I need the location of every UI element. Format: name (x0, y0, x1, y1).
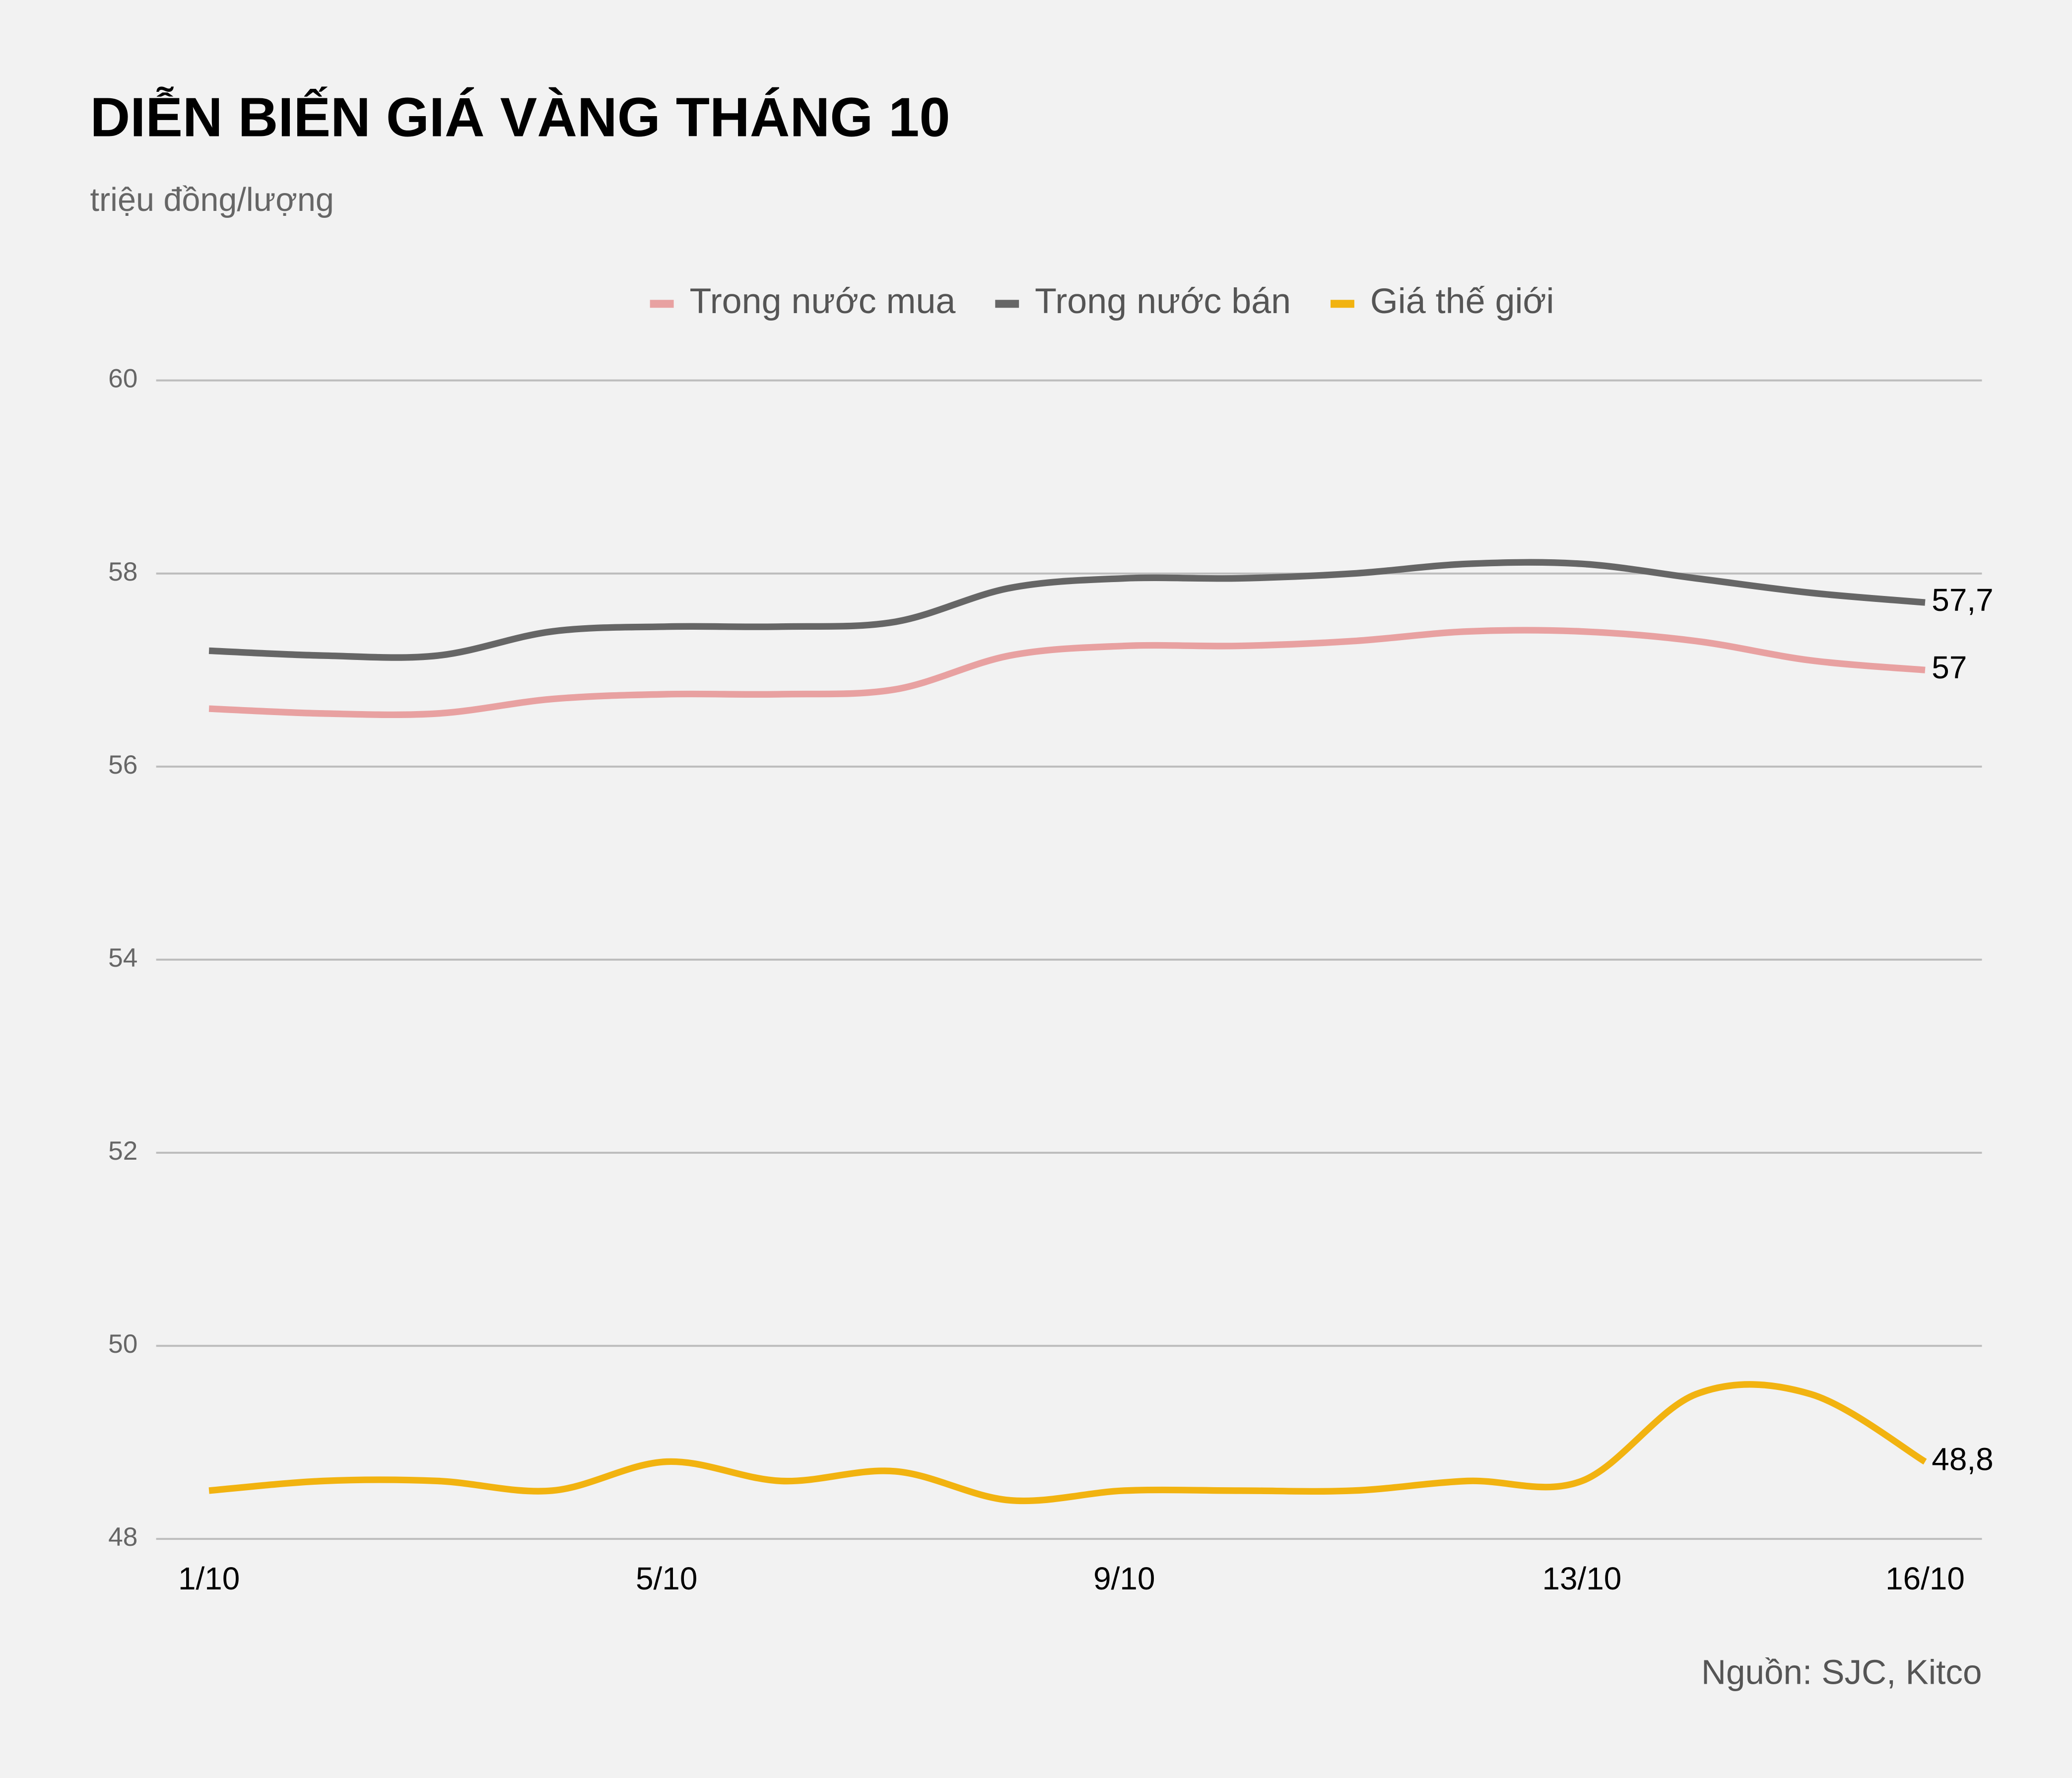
source: Nguồn: SJC, Kitco (1701, 1653, 1982, 1692)
x-tick-label: 13/10 (1542, 1561, 1622, 1596)
y-tick-label: 48 (108, 1522, 137, 1552)
x-tick-label: 5/10 (636, 1561, 697, 1596)
y-tick-label: 60 (108, 364, 137, 394)
legend-label: Giá thế giới (1370, 281, 1554, 321)
y-tick-label: 52 (108, 1136, 137, 1166)
line (208, 627, 1926, 719)
x-tick-label: 1/10 (178, 1561, 240, 1596)
value-label: 48,8 (1932, 1441, 1993, 1477)
x-tick-label: 16/10 (1885, 1561, 1965, 1596)
value-label: 57,7 (1932, 582, 1993, 618)
legend-label: Trong nước mua (690, 281, 956, 321)
x-tick-label: 9/10 (1093, 1561, 1155, 1596)
line (208, 559, 1926, 661)
y-tick-label: 56 (108, 750, 137, 780)
line (208, 1381, 1927, 1505)
y-tick-label: 50 (108, 1329, 137, 1359)
y-tick-label: 54 (108, 943, 137, 973)
y-tick-label: 58 (108, 557, 137, 587)
chart-title: DIỄN BIẾN GIÁ VÀNG THÁNG 10 (90, 86, 950, 148)
value-label: 57 (1932, 650, 1967, 685)
chart-subtitle: triệu đồng/lượng (90, 182, 334, 218)
legend-label: Trong nước bán (1035, 281, 1291, 321)
